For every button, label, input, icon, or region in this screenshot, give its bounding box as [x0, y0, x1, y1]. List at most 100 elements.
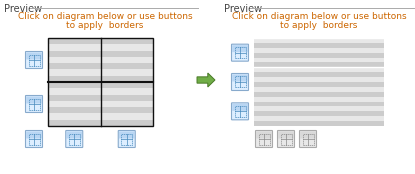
Bar: [254, 58, 319, 62]
Bar: [48, 69, 100, 76]
Text: to apply  borders: to apply borders: [280, 21, 358, 30]
Bar: [48, 113, 100, 120]
Bar: [319, 111, 384, 116]
Bar: [319, 72, 384, 77]
Bar: [48, 38, 100, 44]
FancyBboxPatch shape: [232, 104, 248, 111]
Bar: [254, 82, 319, 87]
Bar: [254, 38, 319, 43]
Bar: [48, 44, 100, 51]
Bar: [319, 38, 384, 43]
Text: Click on diagram below or use buttons: Click on diagram below or use buttons: [232, 12, 406, 21]
Bar: [319, 87, 384, 92]
FancyBboxPatch shape: [66, 132, 82, 139]
Bar: [100, 120, 153, 126]
Text: Click on diagram below or use buttons: Click on diagram below or use buttons: [18, 12, 192, 21]
Bar: [254, 43, 319, 48]
Bar: [319, 48, 384, 53]
Bar: [319, 102, 384, 106]
Bar: [254, 62, 319, 67]
Bar: [319, 67, 384, 72]
Bar: [69, 133, 80, 144]
Bar: [254, 92, 319, 97]
Bar: [254, 106, 319, 111]
FancyBboxPatch shape: [232, 74, 248, 81]
Bar: [254, 102, 319, 106]
Bar: [254, 48, 319, 53]
FancyBboxPatch shape: [300, 132, 316, 139]
Bar: [259, 133, 269, 144]
Bar: [29, 54, 39, 65]
Text: Preview: Preview: [4, 4, 42, 14]
Bar: [281, 133, 291, 144]
Bar: [100, 88, 153, 95]
Bar: [48, 57, 100, 63]
Bar: [48, 38, 153, 126]
Bar: [48, 88, 100, 95]
FancyBboxPatch shape: [26, 132, 42, 139]
FancyBboxPatch shape: [278, 130, 295, 148]
Bar: [234, 106, 246, 117]
Bar: [48, 120, 100, 126]
Bar: [100, 63, 153, 69]
Bar: [48, 63, 100, 69]
Bar: [254, 87, 319, 92]
Bar: [254, 121, 319, 126]
Bar: [100, 82, 153, 88]
Polygon shape: [197, 73, 215, 87]
Bar: [319, 77, 384, 82]
Bar: [48, 107, 100, 113]
Bar: [48, 101, 100, 107]
Bar: [303, 133, 313, 144]
Bar: [100, 51, 153, 57]
Bar: [100, 76, 153, 82]
Bar: [100, 69, 153, 76]
Bar: [100, 44, 153, 51]
FancyBboxPatch shape: [232, 44, 249, 61]
Bar: [319, 58, 384, 62]
Bar: [319, 82, 384, 87]
Bar: [48, 95, 100, 101]
FancyBboxPatch shape: [118, 130, 135, 148]
FancyBboxPatch shape: [232, 45, 248, 52]
Bar: [121, 133, 132, 144]
Bar: [234, 77, 246, 88]
Bar: [254, 111, 319, 116]
FancyBboxPatch shape: [26, 97, 42, 104]
Bar: [100, 101, 153, 107]
Bar: [48, 51, 100, 57]
FancyBboxPatch shape: [300, 130, 317, 148]
Bar: [254, 77, 319, 82]
FancyBboxPatch shape: [66, 130, 83, 148]
Bar: [29, 133, 39, 144]
Bar: [254, 116, 319, 121]
Bar: [319, 43, 384, 48]
Bar: [100, 113, 153, 120]
FancyBboxPatch shape: [278, 132, 294, 139]
Bar: [254, 67, 319, 72]
FancyBboxPatch shape: [256, 130, 273, 148]
FancyBboxPatch shape: [119, 132, 134, 139]
Bar: [319, 121, 384, 126]
Bar: [319, 97, 384, 102]
Bar: [29, 98, 39, 109]
Bar: [100, 107, 153, 113]
Bar: [100, 57, 153, 63]
FancyBboxPatch shape: [25, 96, 42, 113]
Bar: [319, 106, 384, 111]
FancyBboxPatch shape: [256, 132, 272, 139]
Bar: [48, 76, 100, 82]
Bar: [254, 53, 319, 58]
Bar: [319, 116, 384, 121]
Bar: [319, 62, 384, 67]
Bar: [254, 72, 319, 77]
FancyBboxPatch shape: [25, 52, 42, 69]
Text: Preview: Preview: [224, 4, 262, 14]
Bar: [100, 95, 153, 101]
Bar: [254, 97, 319, 102]
FancyBboxPatch shape: [25, 130, 42, 148]
Bar: [319, 53, 384, 58]
Bar: [48, 82, 100, 88]
Bar: [100, 38, 153, 44]
FancyBboxPatch shape: [232, 73, 249, 90]
